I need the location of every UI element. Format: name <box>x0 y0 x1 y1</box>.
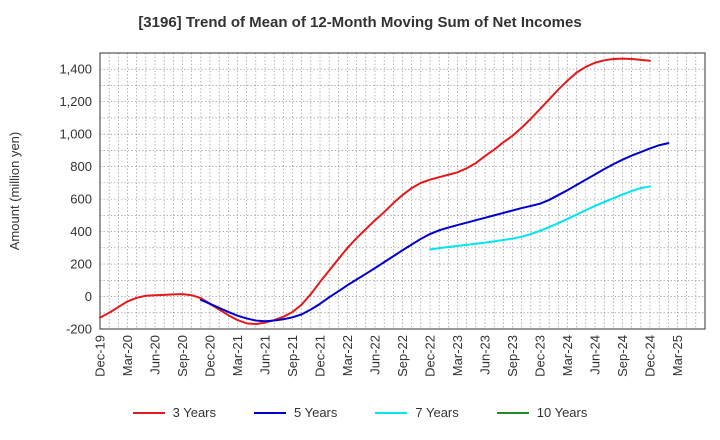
x-tick-label: Sep-20 <box>175 335 190 377</box>
legend-swatch-3-years <box>132 411 165 414</box>
x-tick-label: Mar-24 <box>560 335 575 376</box>
legend-swatch-5-years <box>254 411 286 414</box>
x-tick-label: Sep-23 <box>505 335 520 377</box>
y-tick-label: 200 <box>70 257 92 272</box>
x-tick-label: Jun-21 <box>258 335 273 375</box>
x-tick-label: Dec-23 <box>533 335 548 377</box>
x-tick-label: Sep-22 <box>395 335 410 377</box>
series-line-3-years <box>99 57 651 326</box>
x-tick-label: Dec-20 <box>203 335 218 377</box>
x-tick-label: Mar-23 <box>450 335 465 376</box>
y-tick-label: 1,200 <box>59 94 92 109</box>
y-tick-label: 400 <box>70 224 92 239</box>
x-tick-label: Jun-23 <box>478 335 493 375</box>
legend-label-7-years: 7 Years <box>415 405 459 420</box>
x-tick-label: Dec-21 <box>313 335 328 377</box>
x-tick-label: Mar-22 <box>340 335 355 376</box>
y-tick-label: -200 <box>66 322 92 337</box>
legend-item-7-years: 7 Years <box>375 405 459 420</box>
y-axis-tick-labels: -200 0 200 400 600 800 1,000 1,200 1,400 <box>59 62 92 337</box>
legend-swatch-7-years <box>375 411 408 414</box>
chart-title: [3196] Trend of Mean of 12-Month Moving … <box>138 14 582 31</box>
legend-label-5-years: 5 Years <box>294 405 338 420</box>
series-line-5-years <box>199 142 670 323</box>
x-tick-label: Jun-24 <box>588 335 603 375</box>
legend-swatch-10-years <box>496 411 529 414</box>
y-tick-label: 0 <box>85 289 92 304</box>
x-axis-tick-labels: Dec-19 Mar-20 Jun-20 Sep-20 Dec-20 Mar-21 Jun-… <box>93 335 686 377</box>
x-tick-label: Mar-25 <box>670 335 685 376</box>
x-tick-label: Dec-19 <box>93 335 108 377</box>
y-tick-label: 800 <box>70 159 92 174</box>
plot-area-frame <box>99 52 706 330</box>
y-tick-label: 600 <box>70 192 92 207</box>
x-tick-label: Sep-21 <box>285 335 300 377</box>
legend-item-5-years: 5 Years <box>254 405 337 420</box>
x-tick-label: Dec-24 <box>643 335 658 377</box>
y-axis-label: Amount (million yen) <box>7 132 22 251</box>
x-tick-label: Mar-20 <box>120 335 135 376</box>
legend-label-10-years: 10 Years <box>536 405 588 420</box>
x-tick-label: Mar-21 <box>230 335 245 376</box>
legend-item-10-years: 10 Years <box>496 405 588 420</box>
legend-item-3-years: 3 Years <box>132 405 216 420</box>
x-tick-label: Jun-20 <box>148 335 163 375</box>
x-tick-label: Jun-22 <box>368 335 383 375</box>
x-tick-label: Sep-24 <box>615 335 630 377</box>
chart-legend: 3 Years 5 Years 7 Years 10 Years <box>0 405 720 420</box>
x-tick-label: Dec-22 <box>423 335 438 377</box>
series-line-7-years <box>429 185 651 251</box>
y-tick-label: 1,000 <box>59 127 92 142</box>
legend-label-3-years: 3 Years <box>172 405 216 420</box>
y-tick-label: 1,400 <box>59 62 92 77</box>
series-lines <box>99 57 670 326</box>
grid-lines <box>99 52 706 330</box>
